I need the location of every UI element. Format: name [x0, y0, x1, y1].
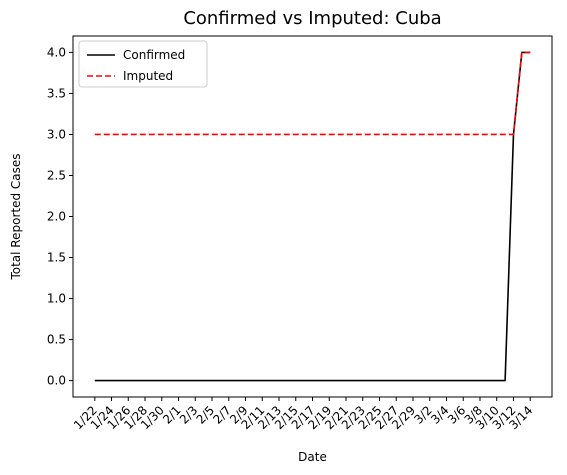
y-tick-label: 2.5 — [47, 168, 66, 182]
y-axis-ticks: 0.0 0.5 1.0 1.5 2.0 2.5 3.0 3.5 4.0 — [47, 45, 73, 388]
series-line-imputed — [94, 51, 531, 136]
plot-frame — [72, 35, 553, 398]
y-tick-label: 1.5 — [47, 251, 66, 265]
plot-area — [72, 35, 553, 398]
y-tick-label: 4.0 — [47, 45, 66, 59]
y-tick-label: 3.0 — [47, 127, 66, 141]
x-axis-ticks: 1/221/241/261/281/302/12/32/52/72/92/112… — [71, 397, 535, 432]
legend-label-confirmed: Confirmed — [123, 48, 185, 62]
y-tick-label: 0.5 — [47, 333, 66, 347]
y-tick-label: 1.0 — [47, 292, 66, 306]
x-axis-label: Date — [298, 450, 327, 464]
y-tick-label: 3.5 — [47, 86, 66, 100]
y-tick-label: 2.0 — [47, 210, 66, 224]
series-layer — [94, 51, 531, 382]
series-line-confirmed — [94, 51, 531, 382]
legend-label-imputed: Imputed — [123, 69, 173, 83]
y-axis-label: Total Reported Cases — [9, 153, 23, 280]
y-tick-label: 0.0 — [47, 374, 66, 388]
chart-title: Confirmed vs Imputed: Cuba — [183, 8, 441, 29]
legend: Confirmed Imputed — [78, 40, 208, 88]
